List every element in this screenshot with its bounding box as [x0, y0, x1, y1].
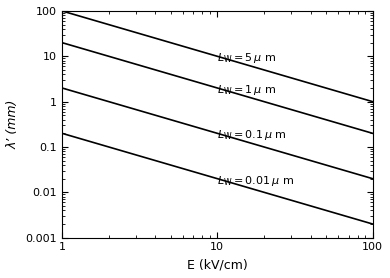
Y-axis label: λ’ (mm): λ’ (mm)	[7, 100, 20, 149]
Text: $L_{\mathrm{W}}=5\,\mu$ m: $L_{\mathrm{W}}=5\,\mu$ m	[217, 51, 277, 65]
X-axis label: E (kV/cm): E (kV/cm)	[187, 258, 248, 271]
Text: $L_{\mathrm{W}}=1\,\mu$ m: $L_{\mathrm{W}}=1\,\mu$ m	[217, 83, 277, 97]
Text: $L_{\mathrm{W}}=0.01\,\mu$ m: $L_{\mathrm{W}}=0.01\,\mu$ m	[217, 174, 294, 188]
Text: $L_{\mathrm{W}}=0.1\,\mu$ m: $L_{\mathrm{W}}=0.1\,\mu$ m	[217, 128, 287, 142]
